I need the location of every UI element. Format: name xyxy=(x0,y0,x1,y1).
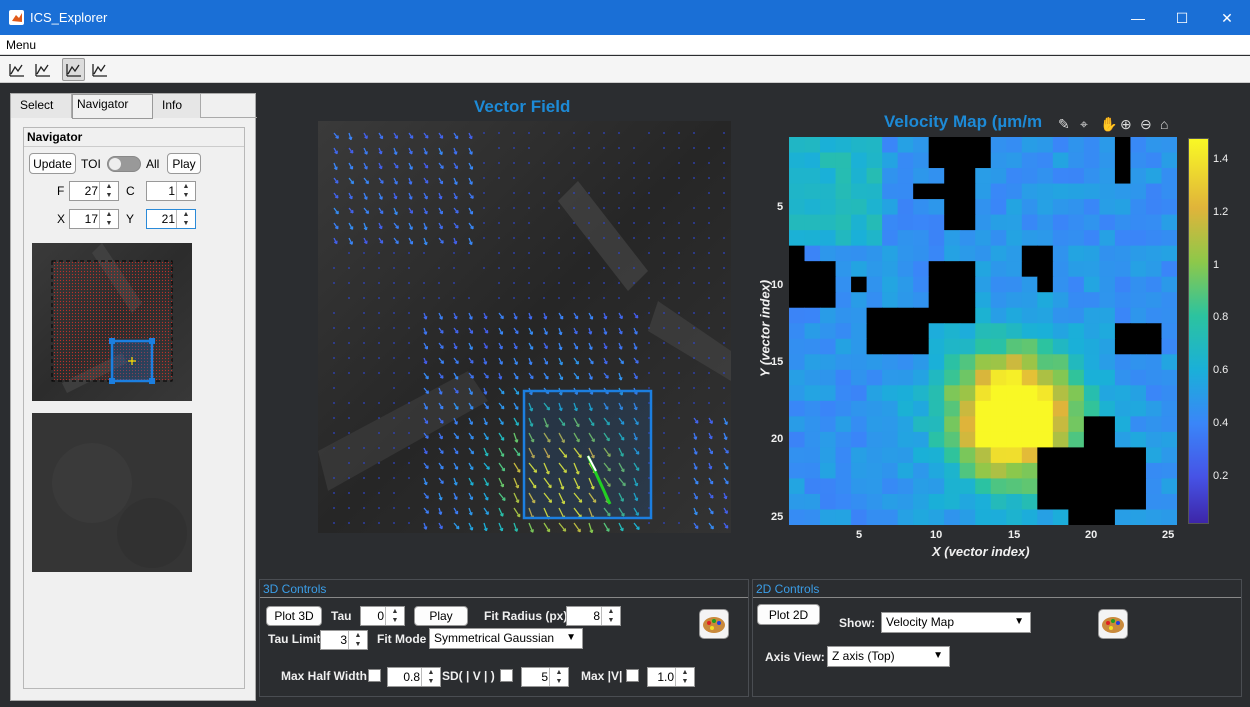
zoom-in-icon[interactable]: ⊕ xyxy=(1120,116,1132,132)
toi-all-toggle[interactable] xyxy=(107,156,141,172)
axes-toolbar: ✎ ⌖ ✋ ⊕ ⊖ ⌂ xyxy=(1058,116,1178,136)
fit-mode-label: Fit Mode xyxy=(377,632,427,646)
cbar-tick-0.2: 0.2 xyxy=(1213,470,1229,482)
datatip-icon[interactable]: ⌖ xyxy=(1080,116,1088,132)
all-label: All xyxy=(146,157,160,171)
play-3d-button[interactable]: Play xyxy=(414,606,468,626)
tau-limit-label: Tau Limit xyxy=(268,632,321,646)
max-v-label: Max |V| xyxy=(581,669,623,683)
controls-2d-panel: 2D Controls Plot 2D Show: Velocity Map ▼ … xyxy=(752,579,1242,697)
sd-checkbox[interactable] xyxy=(500,669,513,682)
plot-tool-4-icon[interactable] xyxy=(88,58,111,81)
navigator-overview-image[interactable] xyxy=(32,243,192,401)
vector-field-title: Vector Field xyxy=(474,97,571,116)
tau-spinner[interactable]: 0 ▲ ▼ xyxy=(360,606,405,626)
plot-2d-button[interactable]: Plot 2D xyxy=(757,604,820,625)
colormap-palette-2d-icon[interactable] xyxy=(1098,609,1128,639)
velocity-heatmap[interactable] xyxy=(789,137,1178,526)
max-half-width-checkbox[interactable] xyxy=(368,669,381,682)
velocity-map-title: Velocity Map (µm/m xyxy=(884,112,1043,131)
plot-3d-button[interactable]: Plot 3D xyxy=(266,606,322,626)
f-label: F xyxy=(57,184,65,198)
cbar-tick-0.4: 0.4 xyxy=(1213,417,1229,429)
navigator-panel: Navigator Update TOI All Play F 27 ▲ ▼ C 1… xyxy=(23,127,245,689)
main-area: Select Navigator Info Navigator Update T… xyxy=(0,83,1250,707)
cbar-tick-1.2: 1.2 xyxy=(1213,206,1229,218)
max-v-checkbox[interactable] xyxy=(626,669,639,682)
x-label: X xyxy=(57,212,66,226)
ytick-10: 10 xyxy=(771,279,784,291)
play-button[interactable]: Play xyxy=(167,153,201,174)
plot-tool-1-icon[interactable] xyxy=(5,58,28,81)
ytick-25: 25 xyxy=(771,511,784,523)
fit-radius-spinner[interactable]: 8 ▲ ▼ xyxy=(566,606,621,626)
minimize-button[interactable]: — xyxy=(1131,10,1145,26)
menubar: Menu xyxy=(0,35,1250,55)
pan-hand-icon[interactable]: ✋ xyxy=(1100,116,1118,132)
ytick-20: 20 xyxy=(771,433,784,445)
x-spinner[interactable]: 17 ▲ ▼ xyxy=(69,209,119,229)
max-v-spinner[interactable]: 1.0 ▲ ▼ xyxy=(647,667,695,687)
x-axis-label: X (vector index) xyxy=(932,544,1030,559)
toolbar xyxy=(0,56,1250,83)
axis-view-label: Axis View: xyxy=(765,650,825,664)
cbar-tick-1: 1 xyxy=(1213,259,1220,271)
tau-label: Tau xyxy=(331,609,352,623)
tab-info[interactable]: Info xyxy=(153,94,201,118)
vector-field-plot[interactable] xyxy=(318,121,731,534)
xtick-10: 10 xyxy=(930,529,943,541)
matlab-app-icon xyxy=(9,10,24,25)
tab-select[interactable]: Select xyxy=(11,94,72,118)
y-axis-label: Y (vector index) xyxy=(757,279,773,378)
tau-limit-spinner[interactable]: 3 ▲ ▼ xyxy=(320,630,368,650)
maximize-button[interactable]: ☐ xyxy=(1175,10,1189,26)
brush-icon[interactable]: ✎ xyxy=(1058,116,1070,132)
close-button[interactable]: ✕ xyxy=(1221,10,1233,26)
xtick-5: 5 xyxy=(856,529,863,541)
show-select[interactable]: Velocity Map ▼ xyxy=(881,612,1031,633)
axis-view-select[interactable]: Z axis (Top) ▼ xyxy=(827,646,950,667)
window-title: ICS_Explorer xyxy=(30,10,108,25)
max-half-width-label: Max Half Width xyxy=(281,669,367,683)
frame-spinner[interactable]: 27 ▲ ▼ xyxy=(69,181,119,201)
max-half-width-spinner[interactable]: 0.8 ▲ ▼ xyxy=(387,667,441,687)
channel-spinner[interactable]: 1 ▲ ▼ xyxy=(146,181,196,201)
zoom-out-icon[interactable]: ⊖ xyxy=(1140,116,1152,132)
ytick-15: 15 xyxy=(771,356,784,368)
left-panel: Select Navigator Info Navigator Update T… xyxy=(10,93,257,701)
tab-bar: Select Navigator Info xyxy=(11,94,257,119)
colormap-palette-icon[interactable] xyxy=(699,609,729,639)
colorbar xyxy=(1188,138,1209,524)
y-label: Y xyxy=(126,212,135,226)
xtick-15: 15 xyxy=(1008,529,1021,541)
menu-item[interactable]: Menu xyxy=(6,38,37,52)
plot-tool-2-icon[interactable] xyxy=(31,58,54,81)
y-spinner[interactable]: 21 ▲ ▼ xyxy=(146,209,196,229)
cbar-tick-1.4: 1.4 xyxy=(1213,153,1229,165)
window-titlebar: ICS_Explorer — ☐ ✕ xyxy=(0,0,1250,35)
toi-label: TOI xyxy=(81,157,101,171)
navigator-detail-image[interactable] xyxy=(32,413,192,572)
fit-mode-select[interactable]: Symmetrical Gaussian ▼ xyxy=(429,628,583,649)
home-icon[interactable]: ⌂ xyxy=(1160,116,1169,132)
xtick-25: 25 xyxy=(1162,529,1175,541)
sd-spinner[interactable]: 5 ▲ ▼ xyxy=(521,667,569,687)
c-label: C xyxy=(126,184,135,198)
ytick-5: 5 xyxy=(777,201,784,213)
cbar-tick-0.8: 0.8 xyxy=(1213,311,1229,323)
tab-navigator[interactable]: Navigator xyxy=(72,94,153,119)
plot-tool-3-icon[interactable] xyxy=(62,58,85,81)
controls-3d-header: 3D Controls xyxy=(260,580,748,598)
cbar-tick-0.6: 0.6 xyxy=(1213,364,1229,376)
sd-label: SD( | V | ) xyxy=(442,669,495,683)
xtick-20: 20 xyxy=(1085,529,1098,541)
update-button[interactable]: Update xyxy=(29,153,76,174)
navigator-title: Navigator xyxy=(27,130,83,144)
fit-radius-label: Fit Radius (px) xyxy=(484,609,568,623)
controls-3d-panel: 3D Controls Plot 3D Tau 0 ▲ ▼ Play Fit Rad… xyxy=(259,579,749,697)
controls-2d-header: 2D Controls xyxy=(753,580,1241,598)
show-label: Show: xyxy=(839,616,875,630)
